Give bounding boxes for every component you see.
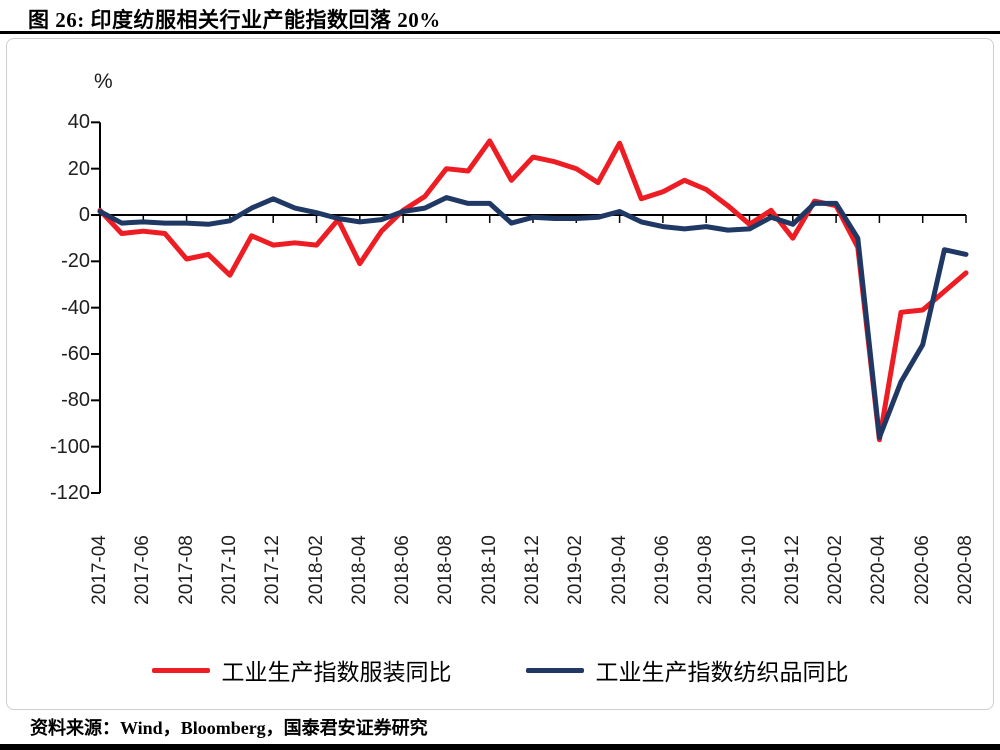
chart-legend: 工业生产指数服装同比 工业生产指数纺织品同比 xyxy=(0,648,1000,692)
legend-label: 工业生产指数纺织品同比 xyxy=(595,659,849,685)
y-tick-label: -40 xyxy=(61,296,90,319)
x-tick-label: 2017-06 xyxy=(132,535,154,605)
y-tick-label: -100 xyxy=(49,435,90,458)
series-line-0 xyxy=(97,138,969,443)
y-tick-label: 40 xyxy=(67,111,90,134)
legend-line-swatch xyxy=(525,667,584,673)
x-tick-label: 2019-08 xyxy=(695,535,717,605)
x-tick-label: 2019-12 xyxy=(781,535,803,605)
y-tick-label: -60 xyxy=(61,342,90,365)
legend-label: 工业生产指数服装同比 xyxy=(221,659,452,685)
x-tick-label: 2018-08 xyxy=(435,535,457,605)
x-tick-label: 2017-10 xyxy=(218,535,240,605)
x-tick-label: 2018-02 xyxy=(305,535,327,605)
chart-panel xyxy=(6,38,994,710)
x-tick-label: 2017-12 xyxy=(262,535,284,605)
x-tick-label: 2018-12 xyxy=(522,535,543,605)
y-axis-unit-label: % xyxy=(94,70,113,93)
figure-title: 图 26: 印度纺服相关行业产能指数回落 20% xyxy=(28,8,441,32)
y-tick-label: -80 xyxy=(61,389,90,412)
x-tick-label: 2017-04 xyxy=(89,535,110,605)
legend-item-0: 工业生产指数服装同比 xyxy=(151,653,452,687)
legend-line-swatch xyxy=(151,667,210,673)
x-tick-label: 2020-06 xyxy=(911,535,933,605)
legend-item-1: 工业生产指数纺织品同比 xyxy=(525,653,849,687)
x-tick-label: 2018-06 xyxy=(392,535,414,605)
x-tick-label: 2018-10 xyxy=(478,535,500,605)
x-tick-label: 2019-10 xyxy=(738,535,760,605)
title-divider xyxy=(0,31,1000,34)
y-tick-label: 20 xyxy=(67,157,90,180)
source-note: 资料来源：Wind，Bloomberg，国泰君安证券研究 xyxy=(30,718,428,738)
x-tick-label: 2020-04 xyxy=(868,535,890,605)
series-line-1 xyxy=(97,195,969,440)
y-tick-label: 0 xyxy=(78,204,90,226)
y-tick-label: -20 xyxy=(61,250,90,273)
x-tick-label: 2019-06 xyxy=(651,535,673,605)
y-tick-label: -120 xyxy=(49,481,90,504)
x-tick-label: 2019-02 xyxy=(565,535,587,605)
x-tick-label: 2019-04 xyxy=(608,535,630,605)
x-tick-label: 2017-08 xyxy=(175,535,197,605)
footer-divider xyxy=(0,744,1000,750)
x-tick-label: 2020-08 xyxy=(955,535,976,605)
x-tick-label: 2020-02 xyxy=(825,535,847,605)
x-tick-label: 2018-04 xyxy=(348,535,370,605)
